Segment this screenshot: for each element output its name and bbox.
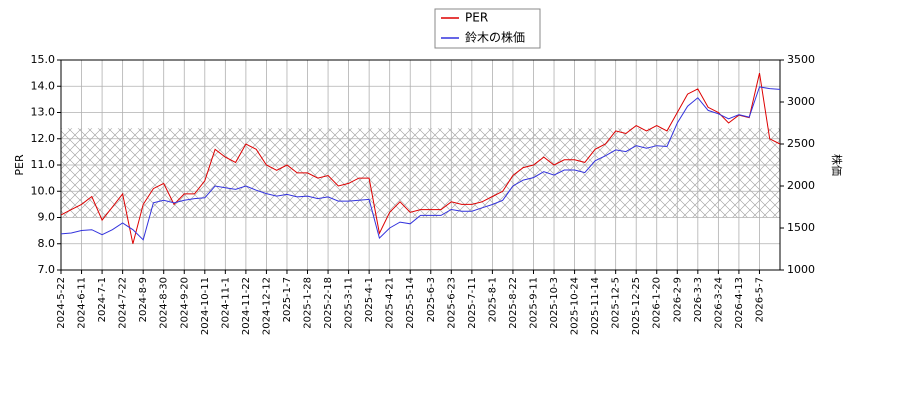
x-tick-label: 2026-2-9 (672, 277, 683, 322)
x-tick-label: 2024-12-12 (261, 277, 272, 335)
x-tick-label: 2026-4-13 (734, 277, 745, 329)
y-tick-label: 9.0 (38, 211, 56, 224)
series-line (60, 86, 781, 241)
x-tick-label: 2026-3-3 (693, 277, 704, 322)
legend-label: 鈴木の株価 (465, 30, 525, 45)
x-tick-label: 2025-10-3 (549, 277, 560, 329)
x-tick-label: 2025-10-24 (570, 277, 581, 335)
series-line (60, 72, 781, 244)
x-tick-label: 2025-12-25 (631, 277, 642, 335)
hatch-band (61, 128, 780, 218)
y-tick-label: 14.0 (31, 79, 56, 92)
x-tick-label: 2025-7-11 (467, 277, 478, 329)
x-tick-label: 2024-5-22 (56, 277, 67, 329)
y-tick-label: 7.0 (38, 263, 56, 276)
x-tick-label: 2024-11-1 (220, 277, 231, 329)
x-tick-label: 2025-6-3 (426, 277, 437, 322)
x-tick-label: 2025-8-22 (508, 277, 519, 329)
legend: PER 鈴木の株価 (434, 8, 541, 49)
y-tick-label: 15.0 (31, 53, 56, 66)
x-tick-label: 2024-6-11 (77, 277, 88, 329)
x-tick-label: 2026-3-24 (713, 277, 724, 329)
y-tick-label: 8.0 (38, 237, 56, 250)
x-tick-label: 2025-1-28 (303, 277, 314, 329)
x-tick-label: 2025-11-14 (590, 277, 601, 335)
x-tick-label: 2024-8-30 (159, 277, 170, 329)
x-tick-label: 2024-7-1 (97, 277, 108, 322)
y2-tick-label: 2500 (787, 137, 815, 150)
x-tick-label: 2025-2-18 (323, 277, 334, 329)
y2-axis-label: 株価 (830, 154, 844, 176)
x-tick-label: 2025-1-7 (282, 277, 293, 322)
x-tick-label: 2025-12-5 (611, 277, 622, 329)
x-tick-label: 2025-9-11 (528, 277, 539, 329)
y2-tick-label: 3000 (787, 95, 815, 108)
x-tick-label: 2026-1-20 (652, 277, 663, 329)
y-axis-label: PER (13, 154, 26, 176)
x-tick-label: 2025-4-1 (364, 277, 375, 322)
y2-tick-label: 1000 (787, 263, 815, 276)
y2-tick-label: 1500 (787, 221, 815, 234)
x-tick-label: 2025-6-23 (446, 277, 457, 329)
y2-tick-label: 2000 (787, 179, 815, 192)
y-tick-label: 12.0 (31, 132, 56, 145)
x-tick-label: 2024-10-11 (200, 277, 211, 335)
x-tick-label: 2024-11-22 (241, 277, 252, 335)
x-tick-label: 2025-3-11 (344, 277, 355, 329)
x-tick-label: 2026-5-7 (754, 277, 765, 322)
x-tick-label: 2025-8-1 (487, 277, 498, 322)
x-tick-label: 2024-7-22 (118, 277, 129, 329)
x-tick-label: 2025-4-21 (385, 277, 396, 329)
y2-tick-label: 3500 (787, 53, 815, 66)
x-tick-label: 2024-8-9 (138, 277, 149, 322)
x-tick-label: 2025-5-14 (405, 277, 416, 329)
x-tick-label: 2024-9-20 (179, 277, 190, 329)
y-tick-label: 13.0 (31, 106, 56, 119)
legend-box (434, 8, 541, 49)
legend-label: PER (465, 11, 488, 25)
y-tick-label: 10.0 (31, 184, 56, 197)
plot-frame (60, 59, 781, 271)
y-tick-label: 11.0 (31, 158, 56, 171)
